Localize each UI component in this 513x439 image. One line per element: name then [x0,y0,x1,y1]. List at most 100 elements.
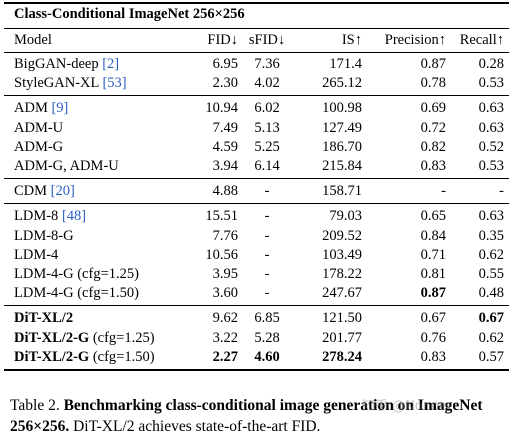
cell-precision: 0.72 [420,119,446,136]
header-is: IS↑ [341,32,362,48]
model-label: ADM-G [14,138,64,155]
model-label: ADM-U [14,119,64,136]
cell-precision: 0.83 [420,158,446,174]
model-name: StyleGAN-XL [53] [14,74,127,93]
cell-precision: 0.87 [420,285,446,302]
header-fid: FID↓ [207,32,238,48]
cell-fid: 15.51 [205,208,238,225]
cell-is: 121.50 [322,310,362,327]
cell-fid: 2.30 [212,75,238,92]
citation-link[interactable]: [20] [50,183,75,200]
model-label: LDM-8 [14,208,59,225]
cell-recall: 0.55 [478,266,504,282]
cell-recall: - [499,183,504,200]
cell-sfid: - [264,285,270,302]
cell-fid: 3.94 [212,158,238,174]
cell-sfid: - [264,266,270,282]
cell-is: 265.12 [322,75,362,92]
cell-is: 103.49 [322,246,362,263]
model-label: DiT-XL/2 [14,310,74,327]
model-label: DiT-XL/2-G [14,348,90,365]
header-recall: Recall↑ [459,32,504,48]
model-name: ADM-U [14,119,63,138]
header-row: Model FID↓ sFID↓ IS↑ Precision↑ Recall↑ [0,31,513,50]
citation-link[interactable]: [2] [102,56,120,72]
cell-recall: 0.52 [478,138,504,155]
table-row: LDM-8-G 7.76 - 209.52 0.84 0.35 [0,227,513,246]
cell-sfid: 6.85 [254,310,280,327]
cell-is: 186.70 [322,138,362,155]
top-rule [4,2,509,4]
table-row: LDM-4-G (cfg=1.50) 3.60 - 247.67 0.87 0.48 [0,284,513,303]
cell-sfid: 4.02 [254,75,280,92]
table-row: BigGAN-deep [2] 6.95 7.36 171.4 0.87 0.28 [0,55,513,74]
table-row: LDM-4 10.56 - 103.49 0.71 0.62 [0,246,513,265]
model-name: LDM-8 [48] [14,207,86,226]
header-model: Model [14,32,52,48]
table-row: LDM-8 [48] 15.51 - 79.03 0.65 0.63 [0,207,513,226]
title-rule [4,28,509,29]
group-rule [4,178,509,180]
table-row: DiT-XL/2 9.62 6.85 121.50 0.67 0.67 [0,309,513,328]
cell-precision: 0.69 [420,100,446,117]
table-row: CDM [20] 4.88 - 158.71 - - [0,182,513,201]
model-name: BigGAN-deep [2] [14,55,119,74]
cell-recall: 0.28 [478,56,504,72]
cell-sfid: 5.28 [254,329,280,346]
cell-fid: 9.62 [212,310,238,327]
table-row: LDM-4-G (cfg=1.25) 3.95 - 178.22 0.81 0.55 [0,265,513,284]
cell-sfid: 7.36 [254,56,280,72]
model-label: ADM-G, ADM-U [14,158,119,174]
cell-sfid: 6.02 [254,100,280,117]
model-label: CDM [14,183,48,200]
cell-is: 278.24 [322,348,362,365]
caption-label: Table 2. [10,397,60,414]
cell-precision: 0.65 [420,208,446,225]
cell-is: 127.49 [322,119,362,136]
cell-precision: - [441,183,446,200]
cell-is: 178.22 [322,266,362,282]
cell-fid: 10.56 [205,246,238,263]
citation-link[interactable]: [9] [51,100,69,117]
cell-sfid: 5.25 [254,138,280,155]
table-title: Class-Conditional ImageNet 256×256 [14,6,245,22]
cell-sfid: - [264,183,270,200]
model-label: LDM-4-G (cfg=1.50) [14,285,139,302]
model-name: ADM-G [14,138,63,157]
cell-fid: 6.95 [212,56,238,72]
cell-is: 209.52 [322,227,362,244]
cell-sfid: - [264,208,270,225]
model-label: LDM-4 [14,246,59,263]
cell-recall: 0.57 [478,348,504,365]
cell-sfid: 4.60 [254,348,280,365]
table-row: ADM [9] 10.94 6.02 100.98 0.69 0.63 [0,99,513,118]
model-name: CDM [20] [14,182,75,201]
cell-recall: 0.62 [478,329,504,346]
cell-precision: 0.67 [420,310,446,327]
model-name: LDM-4-G (cfg=1.25) [14,265,139,284]
cell-fid: 7.49 [212,119,238,136]
cell-sfid: - [264,227,270,244]
table-row: ADM-G, ADM-U 3.94 6.14 215.84 0.83 0.53 [0,157,513,176]
table-row: DiT-XL/2-G (cfg=1.25) 3.22 5.28 201.77 0.76 0… [0,329,513,348]
cell-fid: 2.27 [212,348,238,365]
cell-recall: 0.53 [478,75,504,92]
model-label: StyleGAN-XL [14,75,99,92]
table-caption: Table 2. Benchmarking class-conditional … [10,395,510,437]
citation-link[interactable]: [53] [102,75,127,92]
header-rule [4,52,509,53]
cell-precision: 0.83 [420,348,446,365]
caption-bold-text: Benchmarking class-conditional image gen… [10,397,483,435]
cell-precision: 0.71 [420,246,446,263]
cell-recall: 0.67 [478,310,504,327]
bottom-rule [4,369,509,371]
cell-recall: 0.62 [478,246,504,263]
model-name: DiT-XL/2-G (cfg=1.50) [14,348,155,367]
cell-fid: 7.76 [212,227,238,244]
model-name: LDM-4-G (cfg=1.50) [14,284,139,303]
model-config: (cfg=1.25) [89,329,155,346]
citation-link[interactable]: [48] [61,208,87,225]
cell-sfid: 6.14 [254,158,280,174]
table-row: DiT-XL/2-G (cfg=1.50) 2.27 4.60 278.24 0.83 0… [0,348,513,367]
cell-precision: 0.76 [420,329,446,346]
